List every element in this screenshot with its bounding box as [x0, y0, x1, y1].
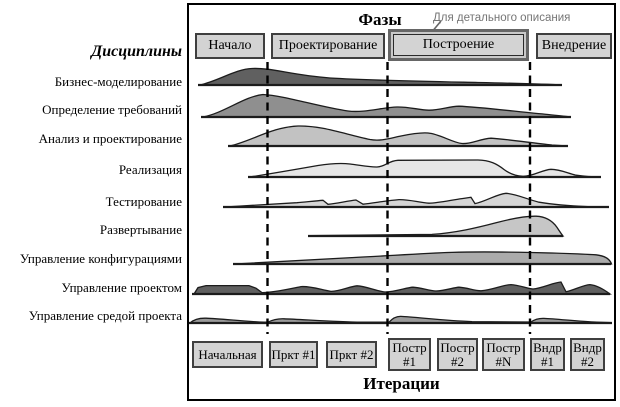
detail-annotation: Для детального описания	[433, 12, 571, 24]
iteration-box: Вндр #1	[530, 338, 565, 371]
discipline-label: Управление средой проекта	[28, 308, 182, 323]
discipline-label: Анализ и проектирование	[38, 131, 182, 146]
phase-box: Начало	[195, 33, 265, 59]
iteration-box: Вндр #2	[570, 338, 605, 371]
discipline-curve	[229, 125, 569, 147]
discipline-curve	[224, 192, 610, 208]
discipline-label: Развертывание	[99, 222, 182, 237]
phases-title: Фазы	[358, 10, 402, 29]
iteration-box: Пркт #2	[326, 341, 377, 368]
discipline-curve	[192, 281, 612, 295]
discipline-label: Реализация	[118, 162, 182, 177]
discipline-curve	[309, 215, 565, 237]
phase-box: Проектирование	[271, 33, 385, 59]
discipline-curve	[199, 67, 563, 86]
discipline-curve	[249, 159, 602, 178]
discipline-label: Бизнес-моделирование	[54, 74, 182, 89]
iteration-box: Пркт #1	[269, 341, 318, 368]
iteration-box: Постр #N	[482, 338, 525, 371]
effort-humps-plot	[188, 62, 613, 334]
discipline-label: Тестирование	[105, 194, 182, 209]
phase-box-highlighted: Построение	[388, 29, 529, 61]
discipline-label: Управление конфигурациями	[19, 251, 182, 266]
iteration-box: Постр #2	[437, 338, 478, 371]
phase-box-label: Построение	[393, 34, 524, 56]
iterations-title: Итерации	[363, 374, 440, 393]
discipline-curve	[234, 251, 613, 265]
phase-box: Внедрение	[536, 33, 612, 59]
discipline-label: Определение требований	[42, 102, 182, 117]
iteration-box: Начальная	[192, 341, 263, 368]
iteration-box: Постр #1	[388, 338, 431, 371]
disciplines-title: Дисциплины	[91, 43, 182, 60]
discipline-label: Управление проектом	[61, 280, 182, 295]
